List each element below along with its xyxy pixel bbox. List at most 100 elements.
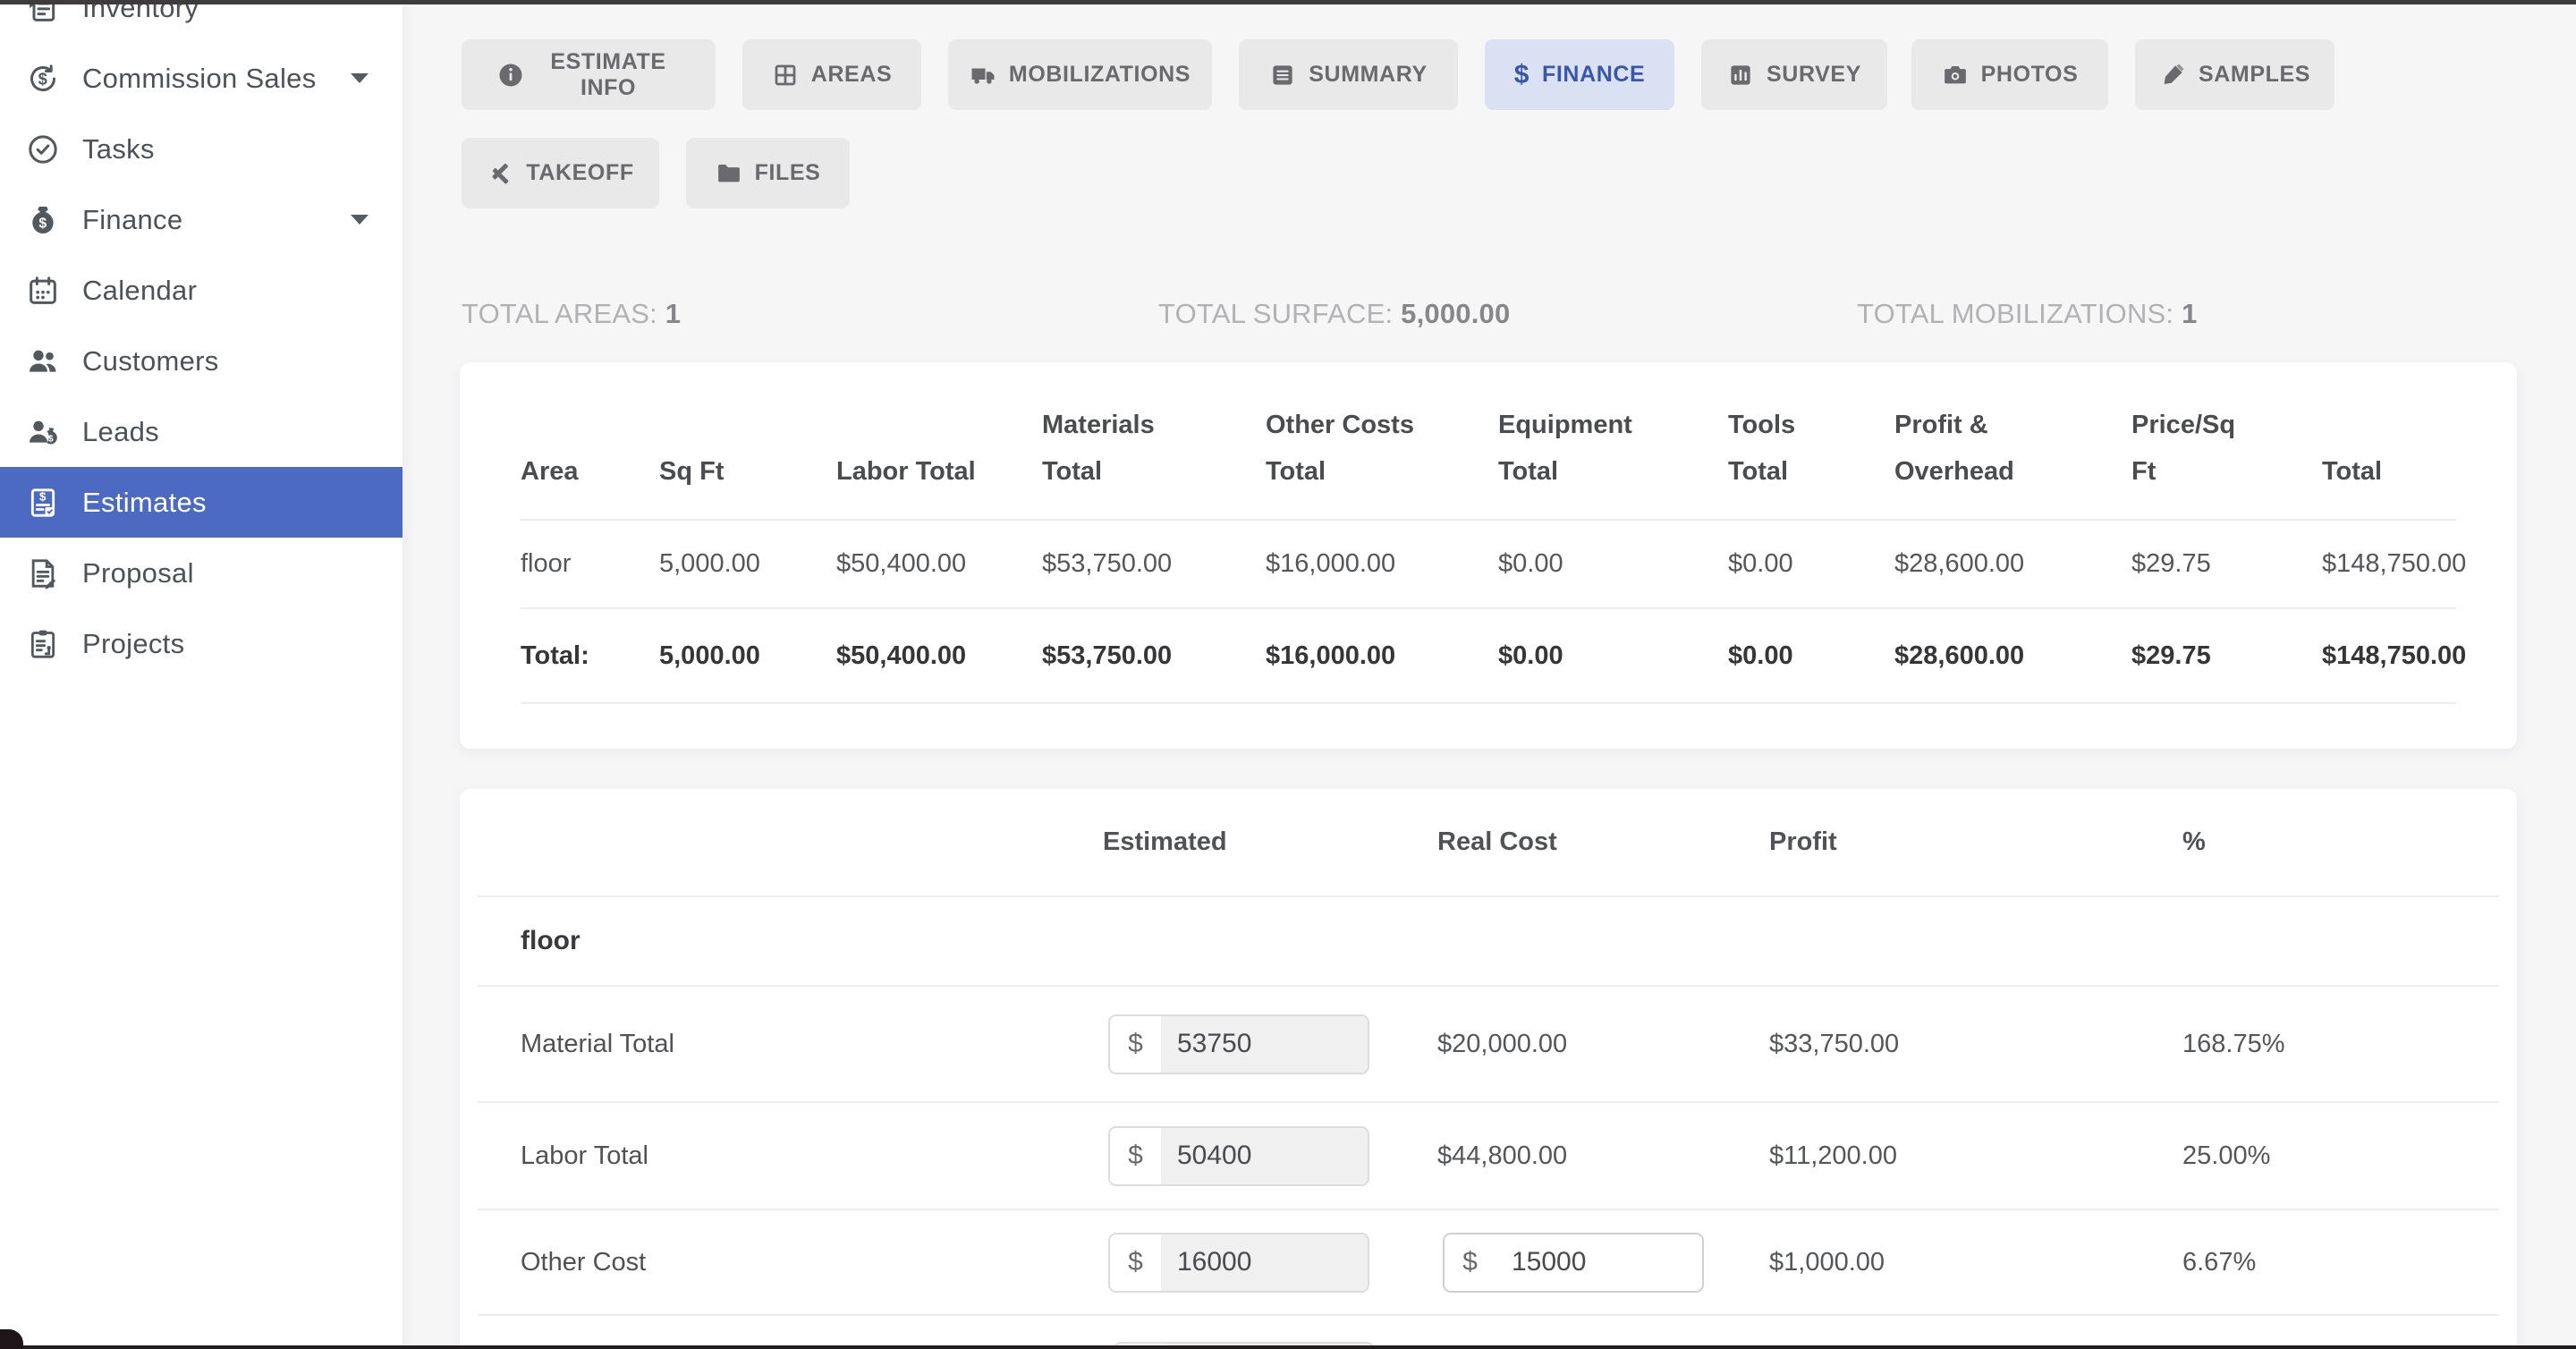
column-header: Other Costs Total: [1266, 375, 1498, 521]
cell: $50,400.00: [836, 520, 1042, 609]
cell: $0.00: [1728, 608, 1894, 704]
sidebar-item-label: Calendar: [82, 274, 198, 306]
truck-icon: [970, 62, 996, 89]
cell: $16,000.00: [1266, 520, 1498, 609]
check-circle-icon: [23, 130, 63, 169]
grid-icon: [772, 62, 799, 89]
sidebar-item-proposal[interactable]: Proposal: [0, 538, 402, 608]
cell: $16,000.00: [1266, 608, 1498, 704]
estimated-labor-input-group: $: [1108, 1125, 1369, 1186]
column-header: Price/Sq Ft: [2131, 375, 2322, 521]
sidebar-item-label: Projects: [82, 627, 185, 659]
cell: floor: [521, 520, 659, 609]
tab-photos[interactable]: PHOTOS: [1911, 39, 2108, 110]
sidebar-item-finance[interactable]: $ Finance: [0, 184, 402, 255]
column-header: Area: [521, 375, 659, 521]
sidebar: Inventory $ Commission Sales Tasks $ Fin…: [0, 4, 402, 1349]
tab-samples[interactable]: SAMPLES: [2135, 39, 2334, 110]
percent-value: 25.00%: [2182, 1141, 2271, 1170]
real-cost-other-input[interactable]: [1496, 1234, 1702, 1291]
finance-row-other-cost: Other Cost $ $ $1,000.00 6.67%: [478, 1210, 2499, 1316]
tab-label: FINANCE: [1542, 62, 1646, 87]
sidebar-item-label: Estimates: [82, 486, 207, 518]
column-header: %: [2182, 827, 2206, 856]
cell: $28,600.00: [1894, 608, 2131, 704]
row-label: Other Cost: [521, 1247, 647, 1277]
real-cost-value: $44,800.00: [1437, 1141, 1568, 1170]
currency-prefix: $: [1445, 1234, 1496, 1291]
sidebar-item-commission-sales[interactable]: $ Commission Sales: [0, 43, 402, 114]
tab-areas[interactable]: AREAS: [742, 39, 921, 110]
column-header: Profit & Overhead: [1894, 375, 2131, 521]
tab-label: FILES: [754, 160, 821, 185]
tab-survey[interactable]: SURVEY: [1701, 39, 1887, 110]
cell: $0.00: [1498, 608, 1728, 704]
sidebar-item-label: Commission Sales: [82, 62, 317, 94]
tab-finance[interactable]: $ FINANCE: [1485, 39, 1674, 110]
currency-prefix: $: [1110, 1234, 1161, 1291]
cell: $53,750.00: [1042, 520, 1266, 609]
tab-files[interactable]: FILES: [686, 138, 850, 208]
cell: $28,600.00: [1894, 520, 2131, 609]
svg-text:$: $: [38, 216, 47, 231]
sidebar-item-calendar[interactable]: Calendar: [0, 255, 402, 326]
sidebar-item-tasks[interactable]: Tasks: [0, 114, 402, 184]
tab-label: SUMMARY: [1309, 62, 1428, 87]
sidebar-item-label: Inventory: [82, 4, 199, 23]
sidebar-item-projects[interactable]: Projects: [0, 608, 402, 679]
percent-value: 168.75%: [2182, 1029, 2285, 1058]
row-label: Material Total: [521, 1029, 674, 1058]
sidebar-item-label: Tasks: [82, 132, 155, 165]
svg-text:$: $: [39, 489, 47, 503]
chevron-down-icon: [351, 73, 369, 83]
tab-summary[interactable]: SUMMARY: [1239, 39, 1458, 110]
svg-text:$: $: [48, 434, 54, 444]
window-top-edge: [0, 0, 2576, 4]
money-circulation-icon: $: [23, 59, 63, 98]
column-header: Tools Total: [1728, 375, 1894, 521]
areas-summary-card: Area Sq Ft Labor Total Materials Total O…: [460, 362, 2517, 749]
currency-prefix: $: [1110, 1015, 1161, 1073]
svg-text:$: $: [38, 69, 48, 88]
real-cost-other-input-group: $: [1443, 1232, 1704, 1293]
cell: $148,750.00: [2322, 608, 2466, 704]
estimated-other-cost-input[interactable]: [1161, 1234, 1368, 1291]
finance-group-row: floor: [478, 897, 2499, 987]
tab-takeoff[interactable]: TAKEOFF: [462, 138, 659, 208]
total-mobilizations-stat: TOTAL MOBILIZATIONS: 1: [1857, 298, 2198, 330]
column-header: Total: [2322, 375, 2456, 521]
lead-money-icon: $: [23, 412, 63, 452]
tab-label: SAMPLES: [2198, 62, 2311, 87]
sidebar-item-estimates[interactable]: $ Estimates: [0, 467, 402, 538]
row-label: Labor Total: [521, 1141, 648, 1170]
tab-estimate-info[interactable]: ESTIMATE INFO: [462, 39, 716, 110]
cell: $53,750.00: [1042, 608, 1266, 704]
cell: $29.75: [2131, 608, 2322, 704]
table-row: floor 5,000.00 $50,400.00 $53,750.00 $16…: [521, 520, 2466, 609]
finance-card: Estimated Real Cost Profit % floor Mater…: [460, 789, 2517, 1349]
sidebar-item-label: Finance: [82, 203, 183, 235]
sidebar-item-inventory[interactable]: Inventory: [0, 4, 402, 43]
estimate-finance-page: ESTIMATE INFO AREAS MOBILIZATIONS SUMMAR…: [402, 4, 2576, 1349]
cell: $0.00: [1498, 520, 1728, 609]
total-surface-stat: TOTAL SURFACE: 5,000.00: [1158, 298, 1510, 330]
table-header-row: Area Sq Ft Labor Total Materials Total O…: [521, 375, 2456, 521]
sidebar-item-leads[interactable]: $ Leads: [0, 396, 402, 467]
total-areas-stat: TOTAL AREAS: 1: [462, 298, 681, 330]
stat-label: TOTAL SURFACE:: [1158, 298, 1394, 329]
tab-mobilizations[interactable]: MOBILIZATIONS: [948, 39, 1212, 110]
cell: $148,750.00: [2322, 520, 2466, 609]
dollar-icon: $: [1513, 59, 1530, 89]
column-header: Real Cost: [1437, 827, 1557, 856]
stat-value: 5,000.00: [1401, 298, 1511, 329]
calendar-icon: [23, 271, 63, 310]
estimated-material-input[interactable]: [1161, 1015, 1368, 1073]
area-group-label: floor: [521, 926, 580, 955]
column-header: Labor Total: [836, 375, 1042, 521]
estimated-material-input-group: $: [1108, 1014, 1369, 1074]
cell: $29.75: [2131, 520, 2322, 609]
sidebar-item-customers[interactable]: Customers: [0, 326, 402, 396]
profit-value: $33,750.00: [1769, 1029, 1900, 1058]
estimated-labor-input[interactable]: [1161, 1127, 1368, 1184]
sidebar-item-label: Customers: [82, 344, 219, 377]
